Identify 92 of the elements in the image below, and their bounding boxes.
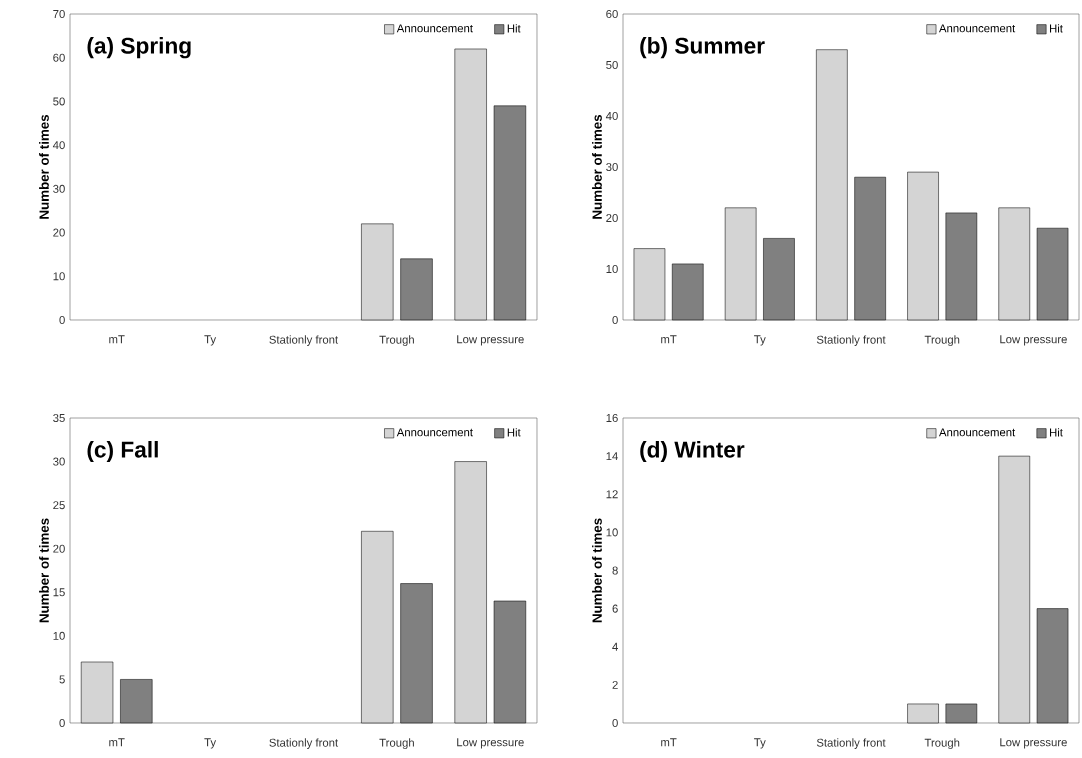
bar	[724, 207, 757, 321]
x-tick-label: Low pressure	[457, 335, 524, 346]
x-tick-label: Trough	[924, 335, 960, 346]
y-axis-title: Number of times	[39, 114, 49, 219]
bar	[80, 661, 114, 724]
bar	[454, 461, 487, 724]
legend-label: Announcement	[396, 24, 473, 33]
y-tick-label: 0	[59, 315, 65, 324]
bar	[998, 207, 1031, 321]
x-tick-label: Ty	[754, 738, 766, 749]
x-tick-label: Low pressure	[457, 738, 524, 749]
y-tick-label: 30	[606, 163, 618, 172]
bar	[907, 171, 939, 321]
bar	[633, 248, 666, 321]
y-tick-label: 50	[53, 97, 65, 106]
bar	[120, 679, 153, 724]
x-tick-label: Low pressure	[1000, 738, 1067, 749]
y-tick-label: 5	[59, 675, 65, 684]
bar	[493, 105, 527, 321]
y-tick-label: 70	[53, 10, 65, 19]
x-tick-label: Stationly front	[816, 738, 886, 749]
y-tick-label: 20	[53, 228, 65, 237]
text: (c) Fall	[87, 441, 158, 463]
y-tick-label: 15	[53, 588, 65, 597]
x-tick-label: mT	[109, 335, 125, 344]
y-tick-label: 14	[606, 452, 618, 461]
y-tick-label: 40	[605, 112, 618, 121]
y-tick-label: 30	[53, 184, 65, 193]
bar	[361, 223, 394, 321]
bar	[945, 703, 978, 724]
text: (a) Spring	[87, 37, 191, 59]
legend-label: Hit	[1050, 24, 1063, 33]
legend-label: Hit	[507, 24, 521, 33]
y-tick-label: 0	[612, 315, 618, 324]
y-axis-title: Number of times	[592, 114, 602, 219]
y-axis-title: Number of times	[39, 518, 49, 623]
bar	[1036, 608, 1069, 724]
y-tick-label: 0	[59, 719, 65, 728]
bar	[763, 238, 795, 321]
bar	[998, 455, 1031, 724]
bar	[454, 48, 487, 321]
y-tick-label: 25	[53, 501, 65, 510]
bar	[400, 583, 433, 724]
y-tick-label: 30	[53, 457, 65, 466]
legend-label: Hit	[1050, 428, 1063, 437]
y-tick-label: 4	[612, 642, 618, 651]
x-tick-label: Stationly front	[269, 738, 339, 749]
y-tick-label: 60	[53, 53, 65, 62]
x-tick-label: Ty	[204, 335, 217, 346]
y-tick-label: 10	[53, 272, 65, 281]
x-tick-label: Trough	[924, 738, 960, 749]
y-tick-label: 8	[612, 566, 618, 575]
x-tick-label: Trough	[379, 738, 414, 749]
y-tick-label: 10	[606, 528, 618, 537]
y-axis-title: Number of times	[592, 518, 602, 623]
x-tick-label: Ty	[754, 335, 766, 346]
x-tick-label: mT	[661, 738, 677, 747]
y-tick-label: 12	[606, 490, 618, 499]
bar	[907, 703, 939, 724]
legend-label: Hit	[507, 428, 521, 437]
x-tick-label: Stationly front	[816, 335, 886, 346]
text: (b) Summer	[640, 37, 765, 59]
x-tick-label: Stationly front	[269, 335, 339, 346]
y-tick-label: 40	[52, 141, 65, 150]
x-tick-label: Trough	[379, 335, 414, 346]
bar	[361, 531, 394, 724]
bar	[854, 176, 886, 321]
bar	[493, 600, 527, 724]
y-tick-label: 35	[53, 414, 65, 423]
bar	[816, 49, 848, 321]
legend-label: Announcement	[939, 428, 1016, 437]
x-tick-label: Low pressure	[1000, 335, 1067, 346]
y-tick-label: 50	[606, 61, 618, 70]
legend-label: Announcement	[396, 428, 473, 437]
bar	[400, 258, 433, 321]
y-tick-label: 60	[606, 10, 618, 19]
text: (d) Winter	[640, 440, 745, 463]
bar	[945, 212, 978, 321]
y-tick-label: 10	[606, 264, 618, 273]
y-tick-label: 6	[612, 604, 618, 613]
y-tick-label: 2	[612, 680, 618, 689]
y-tick-label: 10	[53, 631, 65, 640]
bar	[671, 263, 704, 321]
y-tick-label: 20	[53, 544, 65, 553]
y-tick-label: 20	[606, 214, 618, 223]
bar	[1036, 227, 1069, 321]
x-tick-label: mT	[109, 738, 125, 747]
x-tick-label: Ty	[204, 738, 217, 749]
y-tick-label: 16	[606, 414, 618, 422]
legend-label: Announcement	[939, 24, 1016, 33]
x-tick-label: mT	[661, 335, 677, 344]
y-tick-label: 0	[612, 719, 618, 728]
